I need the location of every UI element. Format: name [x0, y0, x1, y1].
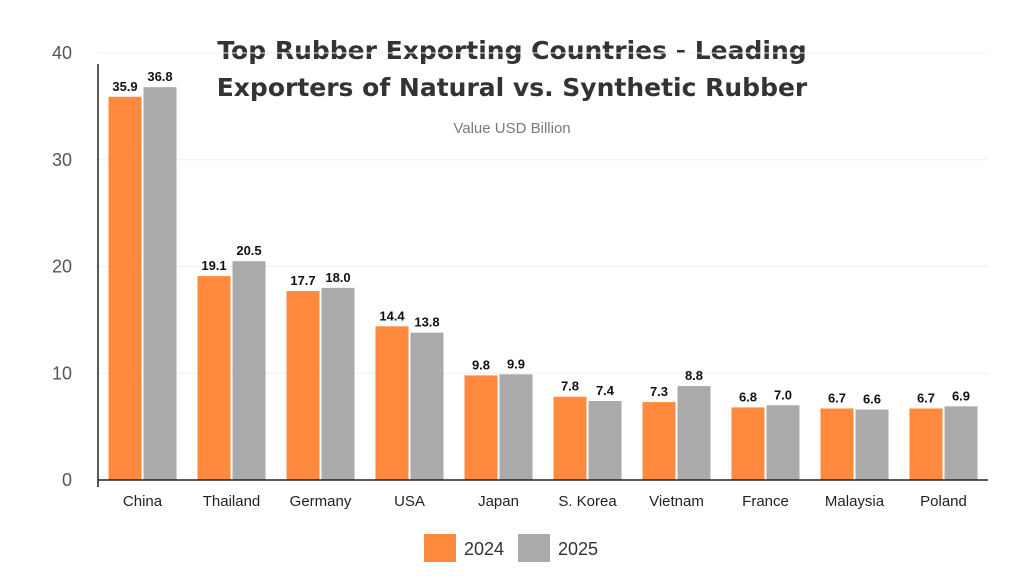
bar-china-2024: [108, 96, 142, 480]
data-label-france-2024: 6.8: [739, 389, 757, 404]
x-tick-malaysia: Malaysia: [825, 493, 885, 510]
y-tick-label: 10: [52, 363, 72, 383]
y-tick-label: 30: [52, 150, 72, 170]
data-label-usa-2025: 13.8: [414, 315, 439, 330]
legend-label-2025: 2025: [558, 539, 598, 559]
bar-malaysia-2024: [820, 408, 854, 480]
data-label-usa-2024: 14.4: [379, 308, 405, 323]
data-label-japan-2024: 9.8: [472, 357, 490, 372]
x-tick-japan: Japan: [478, 493, 519, 510]
data-label-thailand-2025: 20.5: [236, 243, 261, 258]
x-tick-s-korea: S. Korea: [558, 493, 617, 510]
bar-germany-2025: [321, 287, 355, 480]
data-label-france-2025: 7.0: [774, 387, 792, 402]
data-labels: 35.9 36.8 19.1 20.5 17.7 18.0 14.4 13.8 9.8 9.9 7.…: [112, 69, 970, 406]
bar-france-2024: [731, 407, 765, 480]
bar-s-korea-2025: [588, 401, 622, 480]
bar-malaysia-2025: [855, 409, 889, 480]
x-tick-china: China: [123, 493, 163, 510]
y-tick-label: 20: [52, 257, 72, 277]
legend-swatch-2024: [424, 534, 456, 562]
data-label-poland-2024: 6.7: [917, 390, 935, 405]
data-label-germany-2025: 18.0: [325, 270, 350, 285]
bar-japan-2024: [464, 375, 498, 480]
data-label-vietnam-2024: 7.3: [650, 384, 668, 399]
bar-france-2025: [766, 405, 800, 480]
x-tick-vietnam: Vietnam: [649, 493, 704, 510]
legend-swatch-2025: [518, 534, 550, 562]
legend: 2024 2025: [424, 534, 598, 562]
bar-poland-2024: [909, 408, 943, 480]
x-tick-germany: Germany: [290, 493, 352, 510]
data-label-germany-2024: 17.7: [290, 273, 315, 288]
bar-poland-2025: [944, 406, 978, 480]
x-tick-france: France: [742, 493, 789, 510]
bars: [108, 87, 978, 480]
data-label-poland-2025: 6.9: [952, 388, 970, 403]
chart-title-line-2: Exporters of Natural vs. Synthetic Rubbe…: [217, 73, 808, 102]
bar-japan-2025: [499, 374, 533, 480]
data-label-thailand-2024: 19.1: [201, 258, 226, 273]
data-label-vietnam-2025: 8.8: [685, 368, 703, 383]
bar-germany-2024: [286, 291, 320, 480]
y-tick-label: 0: [62, 470, 72, 490]
bar-thailand-2025: [232, 261, 266, 480]
data-label-malaysia-2024: 6.7: [828, 390, 846, 405]
x-tick-thailand: Thailand: [203, 493, 261, 510]
bar-thailand-2024: [197, 276, 231, 480]
data-label-malaysia-2025: 6.6: [863, 392, 881, 407]
data-label-s-korea-2024: 7.8: [561, 379, 579, 394]
bar-china-2025: [143, 87, 177, 480]
y-tick-label: 40: [52, 43, 72, 63]
y-axis-ticks: 0 10 20 30 40: [52, 43, 72, 490]
data-label-japan-2025: 9.9: [507, 356, 525, 371]
x-tick-poland: Poland: [920, 493, 967, 510]
data-label-s-korea-2025: 7.4: [596, 383, 615, 398]
bar-usa-2025: [410, 332, 444, 480]
x-axis-ticks: China Thailand Germany USA Japan S. Korea Viet…: [123, 493, 967, 510]
bar-vietnam-2025: [677, 386, 711, 480]
chart-title-line-1: Top Rubber Exporting Countries - Leading: [217, 36, 806, 65]
data-label-china-2024: 35.9: [112, 79, 137, 94]
bar-vietnam-2024: [642, 402, 676, 480]
data-label-china-2025: 36.8: [147, 69, 172, 84]
bar-usa-2024: [375, 326, 409, 480]
legend-label-2024: 2024: [464, 539, 504, 559]
bar-s-korea-2024: [553, 396, 587, 480]
x-tick-usa: USA: [394, 493, 425, 510]
chart-subtitle: Value USD Billion: [453, 120, 570, 137]
